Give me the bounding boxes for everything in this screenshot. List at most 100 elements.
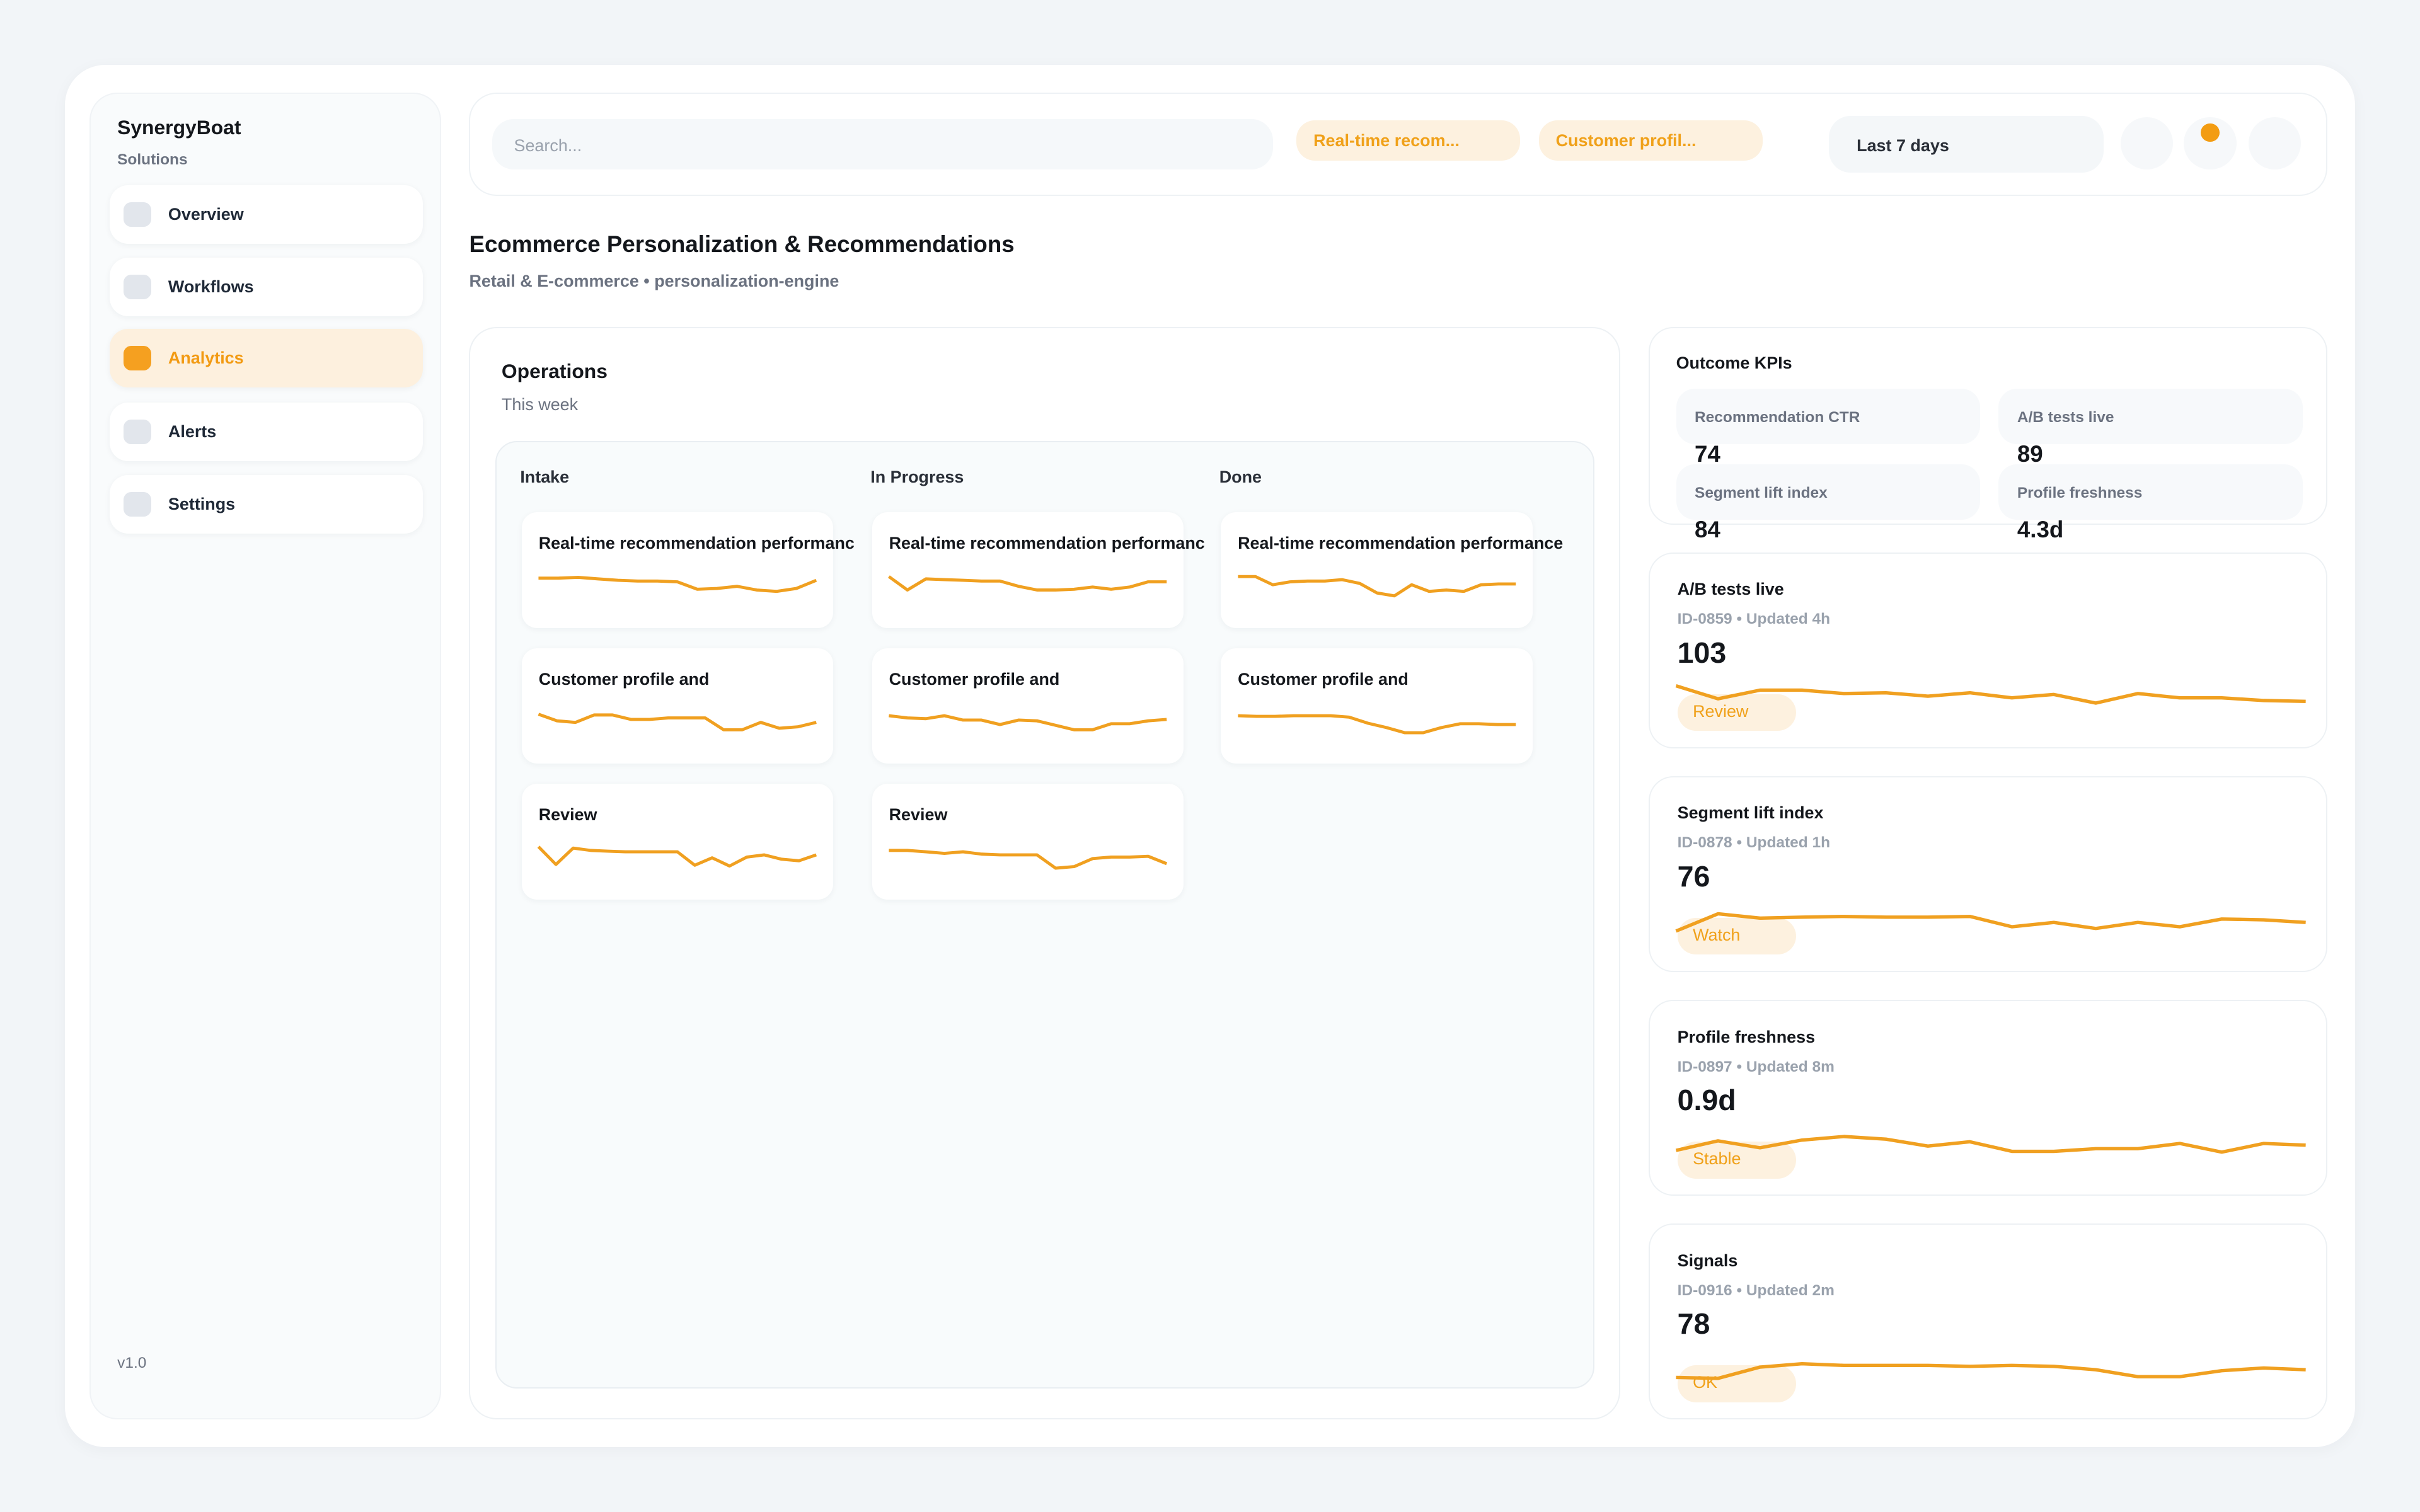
kpi-tile: [1998, 389, 2303, 445]
metric-title: Segment lift index: [1677, 803, 1824, 823]
card-title: Real-time recommendation performance: [1238, 534, 1564, 553]
sidebar-item-settings[interactable]: Settings: [109, 475, 424, 534]
notification-dot-icon: [2201, 123, 2220, 142]
sparkline: [1676, 1362, 2306, 1380]
date-range-select[interactable]: Last 7 days: [1829, 115, 2104, 173]
status-badge: Watch: [1677, 917, 1797, 955]
sidebar-item-label: Overview: [168, 204, 244, 224]
kpi-tile: [1998, 464, 2303, 520]
sidebar-item-analytics[interactable]: Analytics: [109, 328, 424, 387]
kpi-label: Recommendation CTR: [1695, 408, 1860, 426]
sparkline: [1675, 912, 2306, 933]
sparkline-line: [1238, 575, 1516, 598]
metric-value: 76: [1677, 859, 1710, 893]
version-label: v1.0: [117, 1354, 147, 1372]
metric-title: Profile freshness: [1677, 1027, 1816, 1046]
sidebar-item-alerts[interactable]: Alerts: [109, 403, 424, 462]
metric-value: 0.9d: [1677, 1083, 1736, 1116]
column-header: Done: [1219, 467, 1262, 487]
sparkline: [1238, 714, 1516, 735]
column-header: In Progress: [870, 467, 964, 487]
sparkline: [538, 713, 817, 731]
operations-subtitle: This week: [501, 394, 579, 414]
brand-subtitle: Solutions: [117, 151, 188, 168]
status-badge: OK: [1677, 1365, 1797, 1402]
user-avatar[interactable]: [2249, 117, 2302, 170]
sidebar-item-label: Workflows: [168, 277, 254, 296]
filter-chip-customer[interactable]: Customer profil...: [1538, 120, 1763, 161]
kanban-card[interactable]: Review: [872, 784, 1184, 900]
card-title: Customer profile and: [1238, 669, 1409, 689]
metric-value: 103: [1677, 636, 1727, 669]
sparkline-line: [1675, 684, 2306, 705]
sparkline-line: [889, 849, 1168, 870]
sidebar-item-overview[interactable]: Overview: [109, 185, 424, 244]
metric-card[interactable]: Watch Segment lift index ID-0878 • Updated…: [1648, 776, 2328, 972]
kanban-card[interactable]: Review: [521, 784, 834, 900]
kanban-card[interactable]: Real-time recommendation performanc: [521, 512, 855, 628]
kpi-label: Profile freshness: [2017, 484, 2143, 501]
kanban-card[interactable]: Real-time recommendation performance: [1221, 512, 1563, 628]
sidebar-item-label: Alerts: [168, 422, 217, 442]
sparkline: [889, 714, 1167, 731]
metric-meta: ID-0878 • Updated 1h: [1677, 834, 1831, 852]
kanban-card[interactable]: Customer profile and: [521, 648, 834, 764]
metric-meta: ID-0916 • Updated 2m: [1677, 1281, 1835, 1299]
kpi-label: Segment lift index: [1695, 484, 1828, 501]
sparkline: [888, 575, 1167, 592]
sparkline: [889, 849, 1168, 870]
column-header: Intake: [520, 467, 570, 487]
sparkline: [538, 576, 817, 593]
page-subtitle: Retail & E-commerce • personalization-en…: [469, 272, 839, 291]
kpis-title: Outcome KPIs: [1676, 353, 1792, 372]
sparkline-line: [889, 714, 1167, 731]
card-title: Review: [889, 805, 948, 825]
sparkline-line: [888, 575, 1167, 592]
metric-meta: ID-0897 • Updated 8m: [1677, 1058, 1835, 1075]
help-button[interactable]: [2120, 117, 2174, 170]
card-title: Customer profile and: [538, 669, 710, 689]
metric-value: 78: [1677, 1307, 1710, 1340]
kpi-tile: [1676, 389, 1981, 445]
metric-meta: ID-0859 • Updated 4h: [1677, 610, 1831, 628]
analytics-icon: [123, 345, 151, 370]
settings-icon: [123, 492, 151, 517]
metric-card[interactable]: Review A/B tests live ID-0859 • Updated 4h…: [1648, 552, 2328, 748]
sparkline: [1675, 1135, 2306, 1154]
metric-title: A/B tests live: [1677, 580, 1784, 599]
card-title: Real-time recommendation performanc: [889, 534, 1205, 553]
sidebar-item-workflows[interactable]: Workflows: [109, 257, 424, 317]
card-title: Real-time recommendation performanc: [538, 534, 855, 553]
kanban-card[interactable]: Customer profile and: [1221, 648, 1533, 764]
status-badge: Stable: [1677, 1141, 1797, 1179]
kpi-tile: [1676, 464, 1981, 520]
brand-name: SynergyBoat: [117, 115, 241, 139]
sparkline: [537, 845, 817, 868]
sparkline: [1675, 684, 2306, 705]
search-input[interactable]: Search...: [492, 118, 1274, 170]
card-title: Customer profile and: [889, 669, 1060, 689]
sparkline-line: [1675, 912, 2306, 933]
kanban-card[interactable]: Real-time recommendation performanc: [872, 512, 1205, 628]
workflows-icon: [123, 274, 151, 300]
kpi-value: 84: [1695, 517, 1720, 543]
kanban-card[interactable]: Customer profile and: [872, 648, 1184, 764]
page-title: Ecommerce Personalization & Recommendati…: [469, 231, 1015, 258]
sparkline-line: [1675, 1135, 2306, 1154]
alerts-icon: [123, 420, 151, 445]
overview-icon: [123, 202, 151, 227]
sidebar-item-label: Analytics: [168, 348, 244, 367]
metric-card[interactable]: OK Signals ID-0916 • Updated 2m 78: [1648, 1223, 2328, 1420]
filter-chip-realtime[interactable]: Real-time recom...: [1296, 120, 1521, 161]
kpi-value: 89: [2017, 441, 2043, 467]
sidebar-item-label: Settings: [168, 495, 236, 514]
metric-title: Signals: [1677, 1251, 1738, 1270]
metric-card[interactable]: Stable Profile freshness ID-0897 • Updated…: [1648, 999, 2328, 1196]
card-title: Review: [538, 805, 597, 825]
kpi-value: 74: [1695, 441, 1720, 467]
kpi-value: 4.3d: [2017, 517, 2064, 543]
kpi-label: A/B tests live: [2017, 408, 2114, 426]
sparkline-line: [537, 845, 817, 868]
sparkline-line: [538, 713, 817, 731]
sparkline-line: [1676, 1362, 2306, 1380]
